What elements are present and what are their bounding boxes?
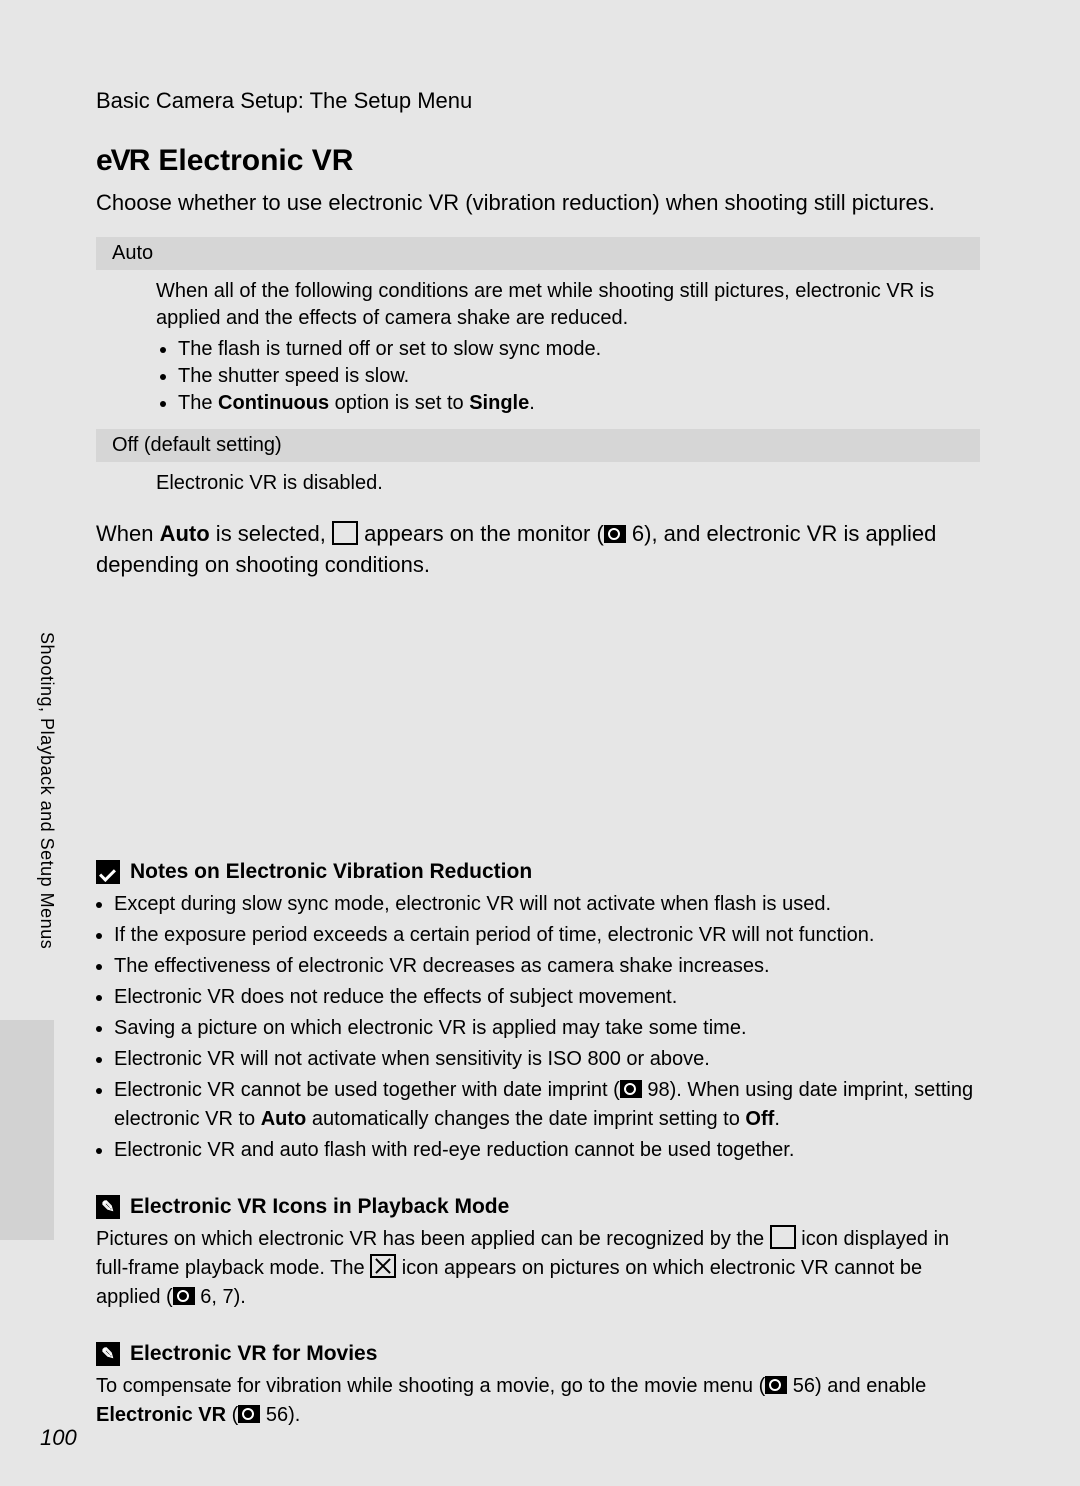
text: appears on the monitor ( [358,521,604,546]
text-bold: Continuous [218,392,329,414]
text: option is set to [329,392,469,414]
note-item: Electronic VR does not reduce the effect… [114,983,980,1012]
notes-block: ✎ Electronic VR for Movies To compensate… [96,1342,980,1430]
text: 56) and enable [787,1375,926,1397]
vr-monitor-icon [332,521,358,545]
option-auto-bullet: The flash is turned off or set to slow s… [178,336,970,363]
option-off-label: Off (default setting) [96,429,980,462]
vr-not-applied-icon [370,1254,396,1278]
option-auto-label: Auto [96,237,980,270]
info-icon: ✎ [96,1342,120,1366]
section-intro: Choose whether to use electronic VR (vib… [96,188,980,219]
text: . [774,1108,780,1130]
section-title-row: eVR Electronic VR [96,144,980,178]
options-table: Auto When all of the following condition… [96,237,980,505]
page-content: Basic Camera Setup: The Setup Menu eVR E… [96,88,980,1430]
side-accent-block [0,1020,54,1240]
note-item: Saving a picture on which electronic VR … [114,1014,980,1043]
option-off-body: Electronic VR is disabled. [96,462,980,505]
text: Pictures on which electronic VR has been… [96,1228,770,1250]
page-ref-icon [620,1080,642,1098]
text-bold: Auto [160,521,210,546]
section-title: Electronic VR [158,144,353,178]
option-auto-bullet: The Continuous option is set to Single. [178,390,970,417]
page-ref-icon [173,1287,195,1305]
page-ref-icon [765,1376,787,1394]
breadcrumb: Basic Camera Setup: The Setup Menu [96,88,980,114]
text: 6, 7). [195,1286,246,1308]
text-bold: Single [469,392,529,414]
note-item: Electronic VR cannot be used together wi… [114,1076,980,1134]
note-item: The effectiveness of electronic VR decre… [114,952,980,981]
after-table-paragraph: When Auto is selected, appears on the mo… [96,519,980,581]
note-item: Except during slow sync mode, electronic… [114,890,980,919]
text: Electronic VR cannot be used together wi… [114,1079,620,1101]
note-item: If the exposure period exceeds a certain… [114,921,980,950]
page-ref-icon [604,525,626,543]
note-paragraph: Pictures on which electronic VR has been… [96,1225,980,1312]
notes-title: Notes on Electronic Vibration Reduction [130,860,532,884]
vr-applied-icon [770,1225,796,1249]
text: is selected, [210,521,332,546]
text-bold: Off [745,1108,774,1130]
option-auto-body: When all of the following conditions are… [96,270,980,429]
side-tab-label: Shooting, Playback and Setup Menus [36,632,57,949]
notes-title: Electronic VR Icons in Playback Mode [130,1195,509,1219]
note-item: Electronic VR will not activate when sen… [114,1045,980,1074]
info-icon: ✎ [96,1195,120,1219]
option-auto-intro: When all of the following conditions are… [156,280,934,329]
notes-block: Notes on Electronic Vibration Reduction … [96,860,980,1165]
option-auto-bullet: The shutter speed is slow. [178,363,970,390]
notes-title: Electronic VR for Movies [130,1342,377,1366]
text-bold: Auto [261,1108,307,1130]
evr-icon: eVR [96,146,148,176]
text: When [96,521,160,546]
text: automatically changes the date imprint s… [306,1108,745,1130]
text: ( [226,1404,238,1426]
text: The [178,392,218,414]
text: 56). [260,1404,300,1426]
check-icon [96,860,120,884]
note-paragraph: To compensate for vibration while shooti… [96,1372,980,1430]
text: . [529,392,535,414]
notes-block: ✎ Electronic VR Icons in Playback Mode P… [96,1195,980,1312]
note-item: Electronic VR and auto flash with red-ey… [114,1136,980,1165]
page-number: 100 [40,1425,77,1451]
text-bold: Electronic VR [96,1404,226,1426]
page-ref-icon [238,1405,260,1423]
text: To compensate for vibration while shooti… [96,1375,765,1397]
